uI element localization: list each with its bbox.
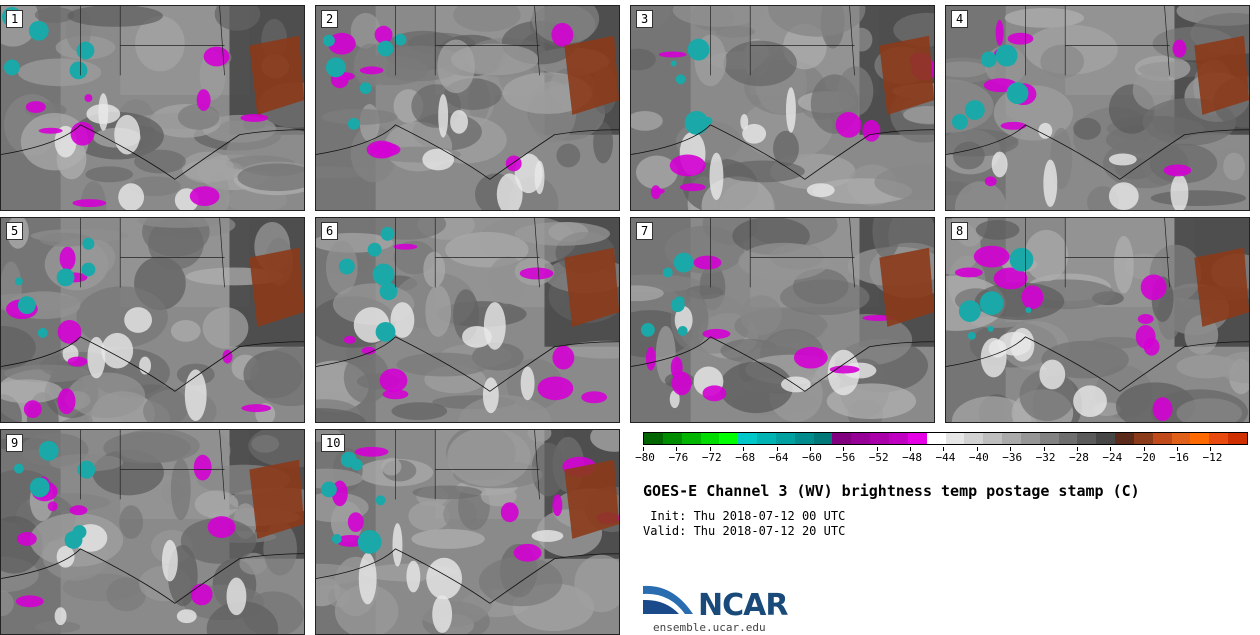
colorbar-tick-label: −12 [1202,451,1223,464]
colorbar-tick-label: −28 [1069,451,1089,464]
postage-stamp-panel: 9 [0,429,305,635]
colorbar-segment [662,433,682,444]
colorbar-segment [757,433,776,444]
colorbar-segment [1058,433,1078,444]
colorbar-segment [1115,433,1134,444]
colorbar-tick [1177,447,1179,451]
panel-member-label: 6 [321,222,339,240]
colorbar-segment [1228,433,1247,444]
colorbar-tick [876,447,878,451]
panel-member-label: 4 [951,10,969,28]
colorbar-ticks: −80 −76 −72 −68 −64 −60 −56 −52 −48 −44 −40 −36 −32−… [635,447,1248,469]
postage-stamp-panel: 6 [315,217,620,423]
ncar-logo-icon [643,585,693,614]
postage-stamp-panel: 2 [315,5,620,211]
colorbar-tick [776,447,778,451]
colorbar-tick [643,447,644,451]
colorbar-segment [738,433,758,444]
colorbar-tick [976,447,978,451]
ncar-logo-text: NCAR [698,588,788,623]
colorbar-segment [926,433,946,444]
colorbar-segment [983,433,1003,444]
colorbar-segment [1171,433,1191,444]
colorbar-tick [943,447,945,451]
colorbar-tick [1110,447,1112,451]
panel-member-label: 5 [6,222,24,240]
colorbar-segment [813,433,833,444]
colorbar-tick-label: −76 [668,451,689,464]
colorbar-segment [888,433,908,444]
colorbar-tick [1043,447,1045,451]
colorbar-tick-label: −64 [768,451,789,464]
panel-member-label: 3 [636,10,654,28]
colorbar-segment [964,433,984,444]
colorbar-tick-label: −68 [735,451,756,464]
colorbar-tick-label: −48 [902,451,922,464]
colorbar-segment [1152,433,1172,444]
colorbar-segment [832,433,852,444]
colorbar-segment [1190,433,1210,444]
colorbar-segment [1002,433,1021,444]
panel-member-label: 8 [951,222,969,240]
colorbar-tick-label: −80 [635,451,655,464]
colorbar-segment [719,433,739,444]
colorbar-tick [676,447,678,451]
colorbar-tick-label: −32 [1035,451,1056,464]
colorbar-tick [709,447,711,451]
colorbar-tick [843,447,845,451]
postage-stamp-panel: 3 [630,5,935,211]
colorbar-segment [907,433,927,444]
colorbar-tick-label: −72 [701,451,722,464]
postage-stamp-panel: 8 [945,217,1250,423]
colorbar-tick-label: −56 [835,451,856,464]
colorbar-segment [945,433,965,444]
colorbar-tick-label: −20 [1135,451,1156,464]
postage-stamp-panel: 4 [945,5,1250,211]
colorbar-tick-label: −16 [1169,451,1190,464]
colorbar-segment [1133,433,1153,444]
colorbar-segment [1209,433,1229,444]
colorbar-tick-label: −44 [935,451,956,464]
valid-time: Valid: Thu 2018-07-12 20 UTC [643,524,846,538]
colorbar-tick [1143,447,1145,451]
figure-title: GOES-E Channel 3 (WV) brightness temp po… [643,482,1140,500]
postage-stamp-panel: 5 [0,217,305,423]
colorbar-segment [1096,433,1116,444]
colorbar-segment [870,433,889,444]
colorbar-segment [644,433,663,444]
colorbar-segment [1039,433,1059,444]
colorbar-tick-label: −60 [801,451,822,464]
colorbar-segment [851,433,871,444]
colorbar-tick [910,447,912,451]
colorbar-tick-label: −52 [868,451,889,464]
colorbar-tick [1076,447,1078,451]
panel-member-label: 9 [6,434,24,452]
postage-stamp-panel: 10 [315,429,620,635]
colorbar [643,432,1248,445]
postage-stamp-panel: 1 [0,5,305,211]
colorbar-segment [775,433,795,444]
colorbar-tick [809,447,811,451]
colorbar-tick-label: −40 [968,451,989,464]
panel-member-label: 1 [6,10,24,28]
colorbar-segment [1020,433,1040,444]
colorbar-segment [700,433,720,444]
panel-member-label: 7 [636,222,654,240]
colorbar-tick-label: −36 [1002,451,1023,464]
colorbar-segment [1077,433,1097,444]
panel-member-label: 2 [321,10,339,28]
panel-member-label: 10 [321,434,346,452]
colorbar-tick [1210,447,1212,451]
website-url: ensemble.ucar.edu [653,621,766,634]
colorbar-segment [681,433,701,444]
colorbar-tick [1010,447,1012,451]
postage-stamp-panel: 7 [630,217,935,423]
colorbar-tick [743,447,745,451]
colorbar-segment [794,433,814,444]
colorbar-tick-label: −24 [1102,451,1123,464]
init-time: Init: Thu 2018-07-12 00 UTC [643,509,846,523]
